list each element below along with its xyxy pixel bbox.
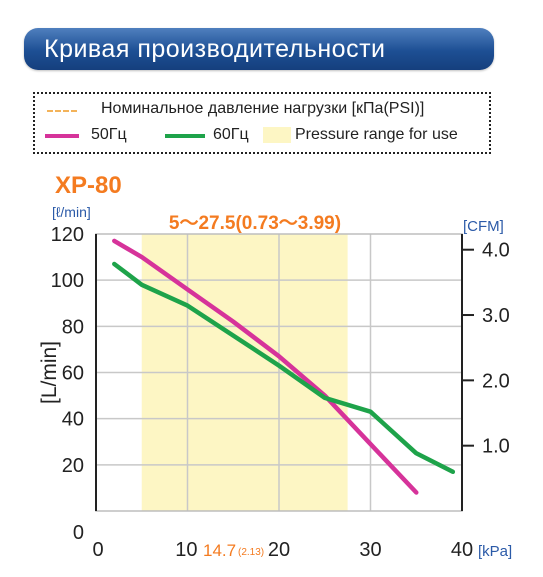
x-tick-label: 0 [92,539,103,561]
x-unit-label: [kPa] [478,543,512,560]
legend-range: Pressure range for use [295,126,458,143]
y-unit-label: [ℓ/min] [52,204,91,220]
y2-tick-label: 2.0 [482,370,510,392]
y-tick-label: 40 [62,409,84,431]
x-tick-label: 20 [268,539,290,561]
legend-box: Номинальное давление нагрузки [кПа(PSI)]… [33,92,491,154]
y-tick-label: 0 [73,522,84,544]
y-tick-label: 100 [51,270,84,292]
rated-pressure-value: 14.7 [203,541,236,560]
chart-title: XP-80 [55,172,122,199]
legend-range-swatch [263,127,291,143]
rated-pressure-psi: (2.13) [238,547,264,558]
y2-unit-label: [CFM] [463,218,504,235]
y-axis-label: [L/min] [38,341,61,404]
pressure-range-label: 5～27.5(0.73～3.99) [169,213,341,234]
x-tick-label: 40 [451,539,473,561]
legend-50hz-swatch [45,134,79,138]
y-tick-label: 80 [62,316,84,338]
series-line-60hz [112,261,456,475]
series-line-50hz [112,238,419,495]
legend-60hz-swatch [165,134,205,138]
y-tick-label: 60 [62,363,84,385]
title-banner: Кривая производительности [24,28,494,70]
page-title: Кривая производительности [44,35,386,63]
y2-tick-label: 3.0 [482,305,510,327]
y2-tick-label: 4.0 [482,240,510,262]
y-tick-label: 120 [51,224,84,246]
rated-pressure-swatch [47,110,77,112]
legend-rated-pressure: Номинальное давление нагрузки [кПа(PSI)] [101,100,425,117]
legend-50hz: 50Гц [91,126,127,143]
y-tick-label: 20 [62,455,84,477]
x-tick-label: 30 [359,539,381,561]
y2-tick-label: 1.0 [482,436,510,458]
legend-60hz: 60Гц [213,126,249,143]
x-tick-label: 10 [175,539,197,561]
